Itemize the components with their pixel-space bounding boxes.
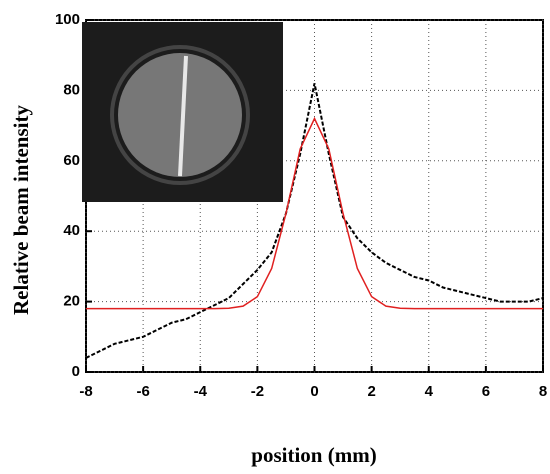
inset-image [82, 22, 283, 202]
data-line [86, 116, 543, 310]
x-tick-label: -6 [136, 383, 149, 400]
x-tick-label: 2 [367, 383, 375, 400]
y-tick-label: 100 [55, 11, 80, 28]
y-tick-label: 80 [63, 81, 80, 98]
y-tick-label: 20 [63, 293, 80, 310]
x-tick-label: 0 [310, 383, 318, 400]
x-tick-label: 6 [482, 383, 490, 400]
x-tick-label: -4 [194, 383, 208, 400]
y-axis-title: Relative beam intensity [9, 105, 33, 315]
y-tick-label: 60 [63, 152, 80, 169]
x-axis-title: position (mm) [251, 443, 376, 467]
x-tick-label: 4 [425, 383, 434, 400]
x-tick-label: 8 [539, 383, 547, 400]
x-tick-label: -8 [79, 383, 92, 400]
y-tick-label: 0 [72, 363, 80, 380]
x-tick-label: -2 [251, 383, 264, 400]
y-tick-label: 40 [63, 222, 80, 239]
data-line [85, 83, 544, 359]
